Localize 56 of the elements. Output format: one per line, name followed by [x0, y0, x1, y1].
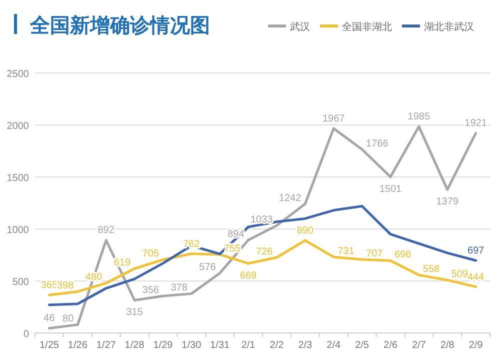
- data-label: 1379: [436, 196, 459, 208]
- x-tick-label: 1/25: [39, 340, 60, 351]
- data-label: 509: [451, 269, 468, 280]
- data-label: 1033: [250, 214, 274, 226]
- data-label: 480: [85, 272, 103, 284]
- data-label: 669: [240, 270, 258, 282]
- x-tick-label: 2/4: [326, 340, 341, 351]
- data-label: 365: [40, 280, 58, 292]
- data-label: 892: [98, 225, 115, 236]
- data-label: 378: [170, 282, 188, 294]
- x-tick-label: 1/27: [96, 340, 116, 351]
- data-label: 444: [467, 272, 485, 283]
- x-tick-label: 2/5: [355, 340, 370, 351]
- data-label: 1766: [366, 138, 389, 150]
- x-tick-label: 1/26: [68, 340, 88, 351]
- data-label: 1242: [278, 192, 302, 204]
- data-label: 1921: [464, 118, 488, 130]
- data-label: 705: [142, 248, 160, 260]
- data-label: 707: [366, 248, 384, 260]
- data-label: 356: [142, 284, 160, 296]
- data-label: 726: [256, 246, 274, 258]
- x-tick-label: 2/6: [384, 340, 398, 351]
- x-tick-label: 1/31: [210, 340, 230, 351]
- y-tick-label: 500: [12, 277, 30, 288]
- legend-label: 全国非湖北: [342, 21, 392, 33]
- data-label: 731: [338, 246, 355, 257]
- data-label: 619: [114, 258, 131, 269]
- x-tick-label: 2/2: [270, 340, 284, 351]
- data-label: 1985: [408, 112, 430, 123]
- x-tick-label: 2/7: [412, 340, 426, 351]
- data-label: 80: [62, 314, 74, 325]
- legend-label: 武汉: [290, 21, 310, 33]
- data-label: 398: [56, 280, 74, 292]
- legend-label: 湖北非武汉: [424, 21, 474, 33]
- y-tick-label: 1500: [6, 173, 30, 184]
- x-tick-label: 1/28: [124, 340, 145, 351]
- x-tick-label: 2/3: [298, 340, 313, 351]
- y-tick-label: 1000: [6, 225, 30, 236]
- data-label: 1501: [379, 184, 402, 195]
- x-tick-label: 1/29: [153, 340, 174, 351]
- data-label: 315: [126, 307, 144, 318]
- data-label: 576: [199, 262, 216, 274]
- y-tick-label: 0: [23, 329, 30, 340]
- chart-title: 全国新增确诊情况图: [29, 14, 210, 37]
- data-label: 46: [44, 313, 56, 324]
- x-tick-label: 1/30: [182, 340, 202, 351]
- data-label: 890: [296, 225, 314, 236]
- data-label: 697: [467, 246, 485, 257]
- data-label: 696: [394, 250, 412, 261]
- x-tick-label: 2/8: [440, 340, 455, 351]
- data-label: 558: [422, 264, 440, 275]
- data-label: 1967: [322, 113, 346, 124]
- y-tick-label: 2500: [6, 69, 30, 80]
- y-tick-label: 2000: [6, 121, 30, 132]
- x-tick-label: 2/9: [468, 340, 484, 351]
- x-tick-label: 2/1: [241, 340, 256, 351]
